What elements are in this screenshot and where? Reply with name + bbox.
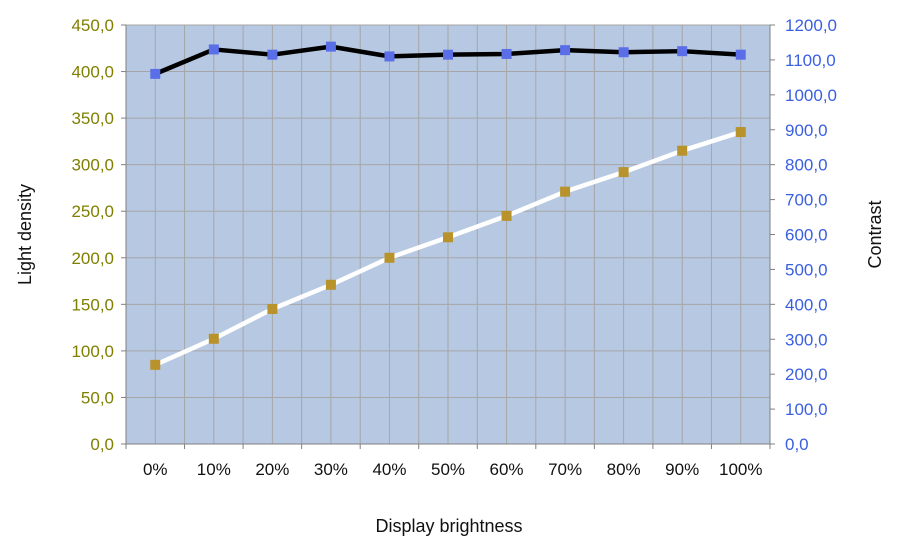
left-tick-label: 450,0 — [71, 16, 114, 35]
data-point — [735, 127, 746, 138]
right-tick-label: 0,0 — [785, 435, 809, 454]
series-1 — [150, 127, 746, 370]
data-point — [267, 49, 278, 60]
right-tick-label: 1000,0 — [785, 86, 837, 105]
data-point — [501, 48, 512, 59]
data-point — [501, 210, 512, 221]
right-axis-ticks: 0,0 100,0 200,0 300,0 400,0 500,0 600,0 700,0 80… — [770, 16, 837, 454]
series-layer — [150, 41, 746, 370]
data-point — [560, 186, 571, 197]
x-tick-label: 90% — [665, 460, 699, 479]
left-tick-label: 200,0 — [71, 249, 114, 268]
data-point — [384, 51, 395, 62]
data-point — [618, 47, 629, 58]
left-tick-label: 350,0 — [71, 109, 114, 128]
data-point — [325, 279, 336, 290]
x-tick-label: 40% — [372, 460, 406, 479]
data-point — [150, 359, 161, 370]
right-tick-label: 500,0 — [785, 260, 828, 279]
left-tick-label: 0,0 — [90, 435, 114, 454]
right-tick-label: 100,0 — [785, 400, 828, 419]
right-tick-label: 600,0 — [785, 226, 828, 245]
left-tick-label: 50,0 — [81, 388, 114, 407]
data-point — [677, 145, 688, 156]
left-tick-label: 400,0 — [71, 63, 114, 82]
right-tick-label: 800,0 — [785, 156, 828, 175]
data-point — [384, 252, 395, 263]
x-axis-ticks: 0% 10% 20% 30% 40% 50% 60% 70% 80% 90% 100% — [125, 444, 771, 479]
data-point — [677, 46, 688, 57]
x-tick-label: 100% — [719, 460, 762, 479]
data-point — [443, 49, 453, 60]
x-tick-label: 60% — [490, 460, 524, 479]
data-point — [325, 41, 336, 52]
x-axis-title: Display brightness — [375, 516, 522, 536]
right-tick-label: 300,0 — [785, 330, 828, 349]
left-tick-label: 300,0 — [71, 156, 114, 175]
left-tick-label: 150,0 — [71, 295, 114, 314]
right-tick-label: 900,0 — [785, 121, 828, 140]
right-tick-label: 1100,0 — [785, 51, 836, 70]
data-point — [735, 49, 746, 60]
x-tick-label: 70% — [548, 460, 582, 479]
right-tick-label: 200,0 — [785, 365, 828, 384]
data-point — [150, 68, 161, 79]
right-tick-label: 1200,0 — [785, 16, 837, 35]
data-point — [560, 45, 571, 56]
x-tick-label: 20% — [255, 460, 289, 479]
x-tick-label: 80% — [607, 460, 641, 479]
right-tick-label: 400,0 — [785, 295, 828, 314]
data-point — [267, 303, 278, 314]
x-tick-label: 50% — [431, 460, 465, 479]
right-axis-title: Contrast — [865, 200, 885, 268]
data-point — [618, 167, 629, 178]
left-tick-label: 250,0 — [71, 202, 114, 221]
left-axis-ticks: 0,0 50,0 100,0 150,0 200,0 250,0 300,0 350,0 400… — [71, 16, 126, 454]
x-tick-label: 10% — [197, 460, 231, 479]
series-2 — [150, 41, 746, 79]
left-tick-label: 100,0 — [71, 342, 114, 361]
left-axis-title: Light density — [15, 184, 35, 285]
data-point — [208, 333, 219, 344]
right-tick-label: 700,0 — [785, 191, 828, 210]
data-point — [208, 44, 219, 55]
data-point — [443, 232, 453, 243]
x-tick-label: 30% — [314, 460, 348, 479]
x-tick-label: 0% — [143, 460, 168, 479]
